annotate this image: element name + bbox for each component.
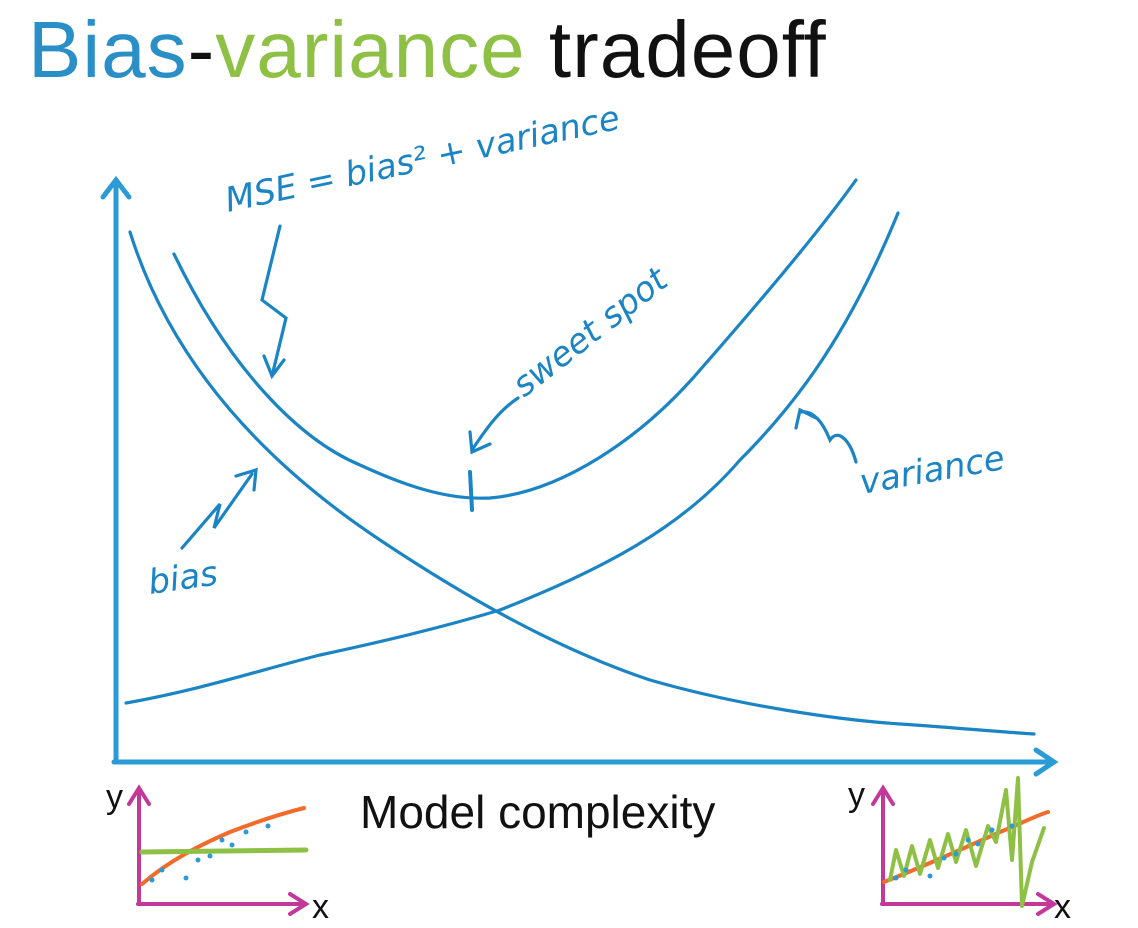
sweet-spot-tick <box>468 470 474 512</box>
data-point <box>989 827 995 833</box>
title-variance: variance <box>215 5 526 94</box>
right-inset-y-label: y <box>848 776 865 814</box>
right-inset-x-label: x <box>1054 888 1071 926</box>
mse-pointer-arrow <box>260 224 288 378</box>
data-point <box>975 841 981 847</box>
data-point <box>183 875 189 881</box>
data-point <box>893 875 899 881</box>
left-inset-orange-fit <box>140 806 306 886</box>
left-inset-x-label: x <box>312 888 329 926</box>
right-inset-orange-fit <box>882 810 1050 884</box>
data-point <box>965 837 971 843</box>
right-inset-x-arrowhead <box>1036 892 1058 916</box>
sweet-spot-label: sweet spot <box>505 259 677 405</box>
mse-label: MSE = bias² + variance <box>222 98 624 221</box>
data-point <box>159 867 165 873</box>
left-inset-y-arrowhead <box>127 784 151 806</box>
right-inset-plot: y x <box>848 776 1071 926</box>
left-inset-plot: y x <box>106 778 329 926</box>
title-tradeoff: tradeoff <box>525 5 827 94</box>
bias-label: bias <box>146 554 220 603</box>
data-point <box>195 857 201 863</box>
right-inset-green-fit <box>888 776 1046 908</box>
data-point <box>243 829 249 835</box>
main-axes <box>100 175 1059 777</box>
title-bias: Bias <box>28 5 188 94</box>
bias-curve <box>128 230 1036 736</box>
mse-pointer-arrowhead <box>262 354 286 380</box>
left-inset-x-arrowhead <box>288 892 310 916</box>
x-axis-label: Model complexity <box>360 786 715 838</box>
data-point <box>903 867 909 873</box>
left-inset-y-label: y <box>106 778 123 816</box>
slide-title: Bias-variance tradeoff <box>28 6 827 94</box>
variance-pointer-arrow <box>798 410 858 464</box>
data-point <box>1009 823 1015 829</box>
bias-pointer-arrowhead <box>234 467 258 492</box>
left-inset-data-points <box>149 823 271 883</box>
variance-pointer-arrowhead <box>794 407 818 430</box>
x-axis-arrowhead <box>1033 747 1059 777</box>
data-point <box>219 837 225 843</box>
title-dash: - <box>187 5 216 94</box>
right-inset-data-points <box>893 823 1015 881</box>
sweet-spot-arrowhead <box>468 430 492 455</box>
right-inset-y-arrowhead <box>871 784 895 806</box>
data-point <box>953 851 959 857</box>
left-inset-green-fit <box>139 847 309 855</box>
variance-curve <box>124 211 900 705</box>
data-point <box>149 877 155 883</box>
sweet-spot-arrow <box>470 396 520 452</box>
variance-label: variance <box>857 438 1008 503</box>
data-point <box>927 873 933 879</box>
bias-pointer-arrow <box>180 472 254 550</box>
data-point <box>941 855 947 861</box>
data-point <box>265 823 271 829</box>
mse-curve <box>172 178 858 500</box>
data-point <box>229 842 235 848</box>
data-point <box>207 853 213 859</box>
y-axis-arrowhead <box>100 175 132 200</box>
